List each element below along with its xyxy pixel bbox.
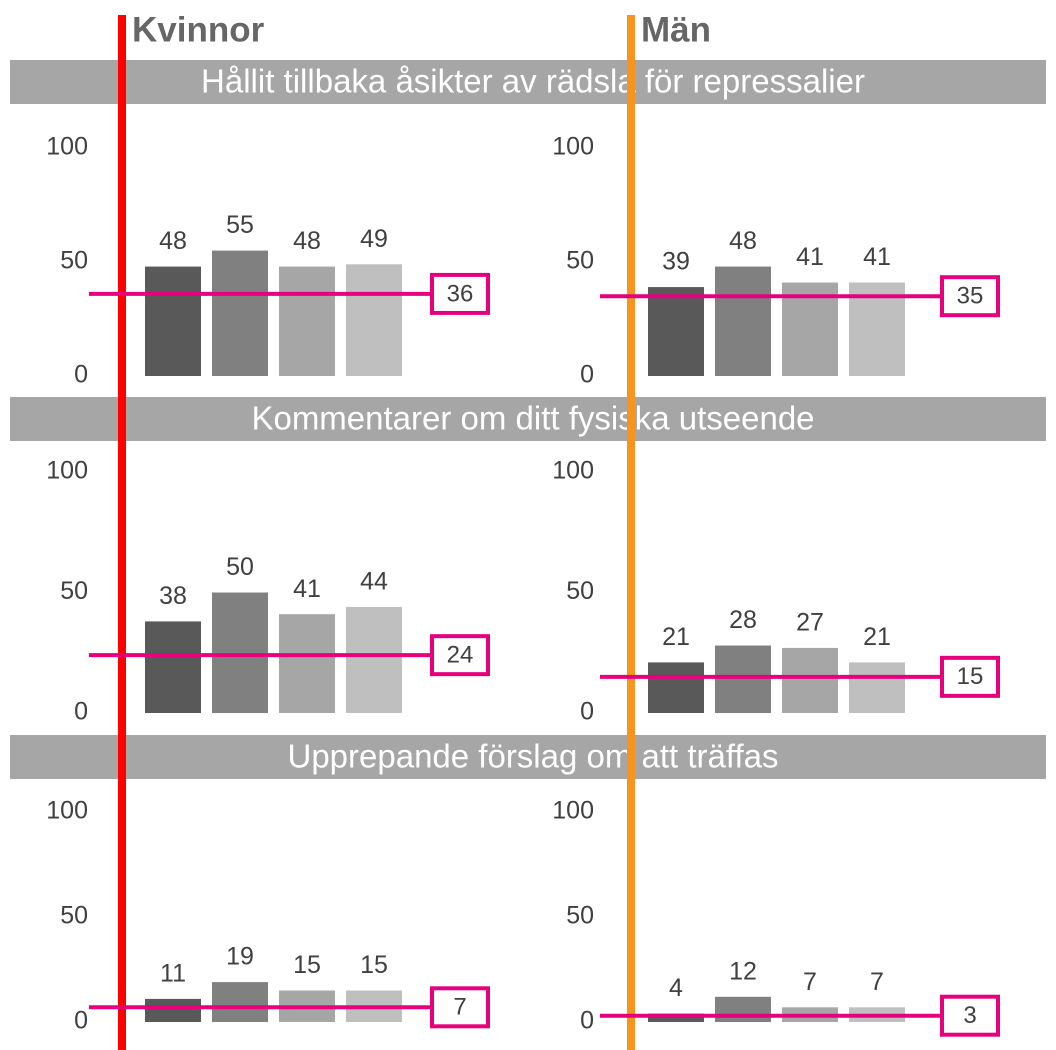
- value-label: 44: [360, 568, 388, 596]
- section-title: Upprepande förslag om att träffas: [287, 738, 778, 775]
- y-tick-label: 50: [60, 247, 88, 275]
- y-tick-label: 0: [580, 1007, 594, 1035]
- bar: [849, 662, 905, 713]
- column-header: Män: [641, 10, 711, 49]
- reference-box: [940, 275, 1000, 318]
- bar: [648, 1013, 704, 1022]
- section-band: [10, 735, 1046, 779]
- reference-box: [430, 986, 490, 1029]
- value-label: 49: [360, 225, 388, 253]
- reference-label: 36: [447, 280, 474, 307]
- y-tick-label: 0: [74, 698, 88, 726]
- y-tick-label: 100: [46, 797, 88, 825]
- reference-box: [430, 272, 490, 315]
- y-tick-label: 0: [580, 361, 594, 389]
- value-label: 15: [360, 951, 388, 979]
- value-label: 41: [863, 243, 891, 271]
- y-tick-label: 100: [552, 797, 594, 825]
- y-tick-label: 50: [566, 577, 594, 605]
- value-label: 48: [729, 227, 757, 255]
- value-label: 12: [729, 957, 757, 985]
- y-tick-label: 100: [46, 457, 88, 485]
- bar: [346, 264, 402, 376]
- reference-label: 3: [963, 1002, 976, 1029]
- value-label: 27: [796, 609, 824, 637]
- reference-label: 15: [957, 663, 984, 690]
- section-title: Hållit tillbaka åsikter av rädsla för re…: [201, 63, 865, 100]
- value-label: 38: [159, 582, 187, 610]
- section-band: [10, 397, 1046, 441]
- value-label: 21: [863, 623, 891, 651]
- bar: [648, 287, 704, 376]
- bar: [346, 606, 402, 713]
- bar: [715, 645, 771, 713]
- bar: [212, 250, 268, 376]
- bar: [782, 647, 838, 713]
- y-tick-label: 100: [552, 457, 594, 485]
- y-tick-label: 50: [60, 577, 88, 605]
- reference-box: [430, 634, 490, 677]
- y-tick-label: 100: [552, 133, 594, 161]
- y-tick-label: 0: [74, 1007, 88, 1035]
- section-title: Kommentarer om ditt fysiska utseende: [251, 400, 814, 437]
- column-header: Kvinnor: [132, 10, 265, 49]
- bar: [279, 614, 335, 713]
- value-label: 55: [226, 211, 254, 239]
- value-label: 7: [870, 968, 884, 996]
- y-tick-label: 0: [74, 361, 88, 389]
- bar: [145, 266, 201, 376]
- reference-label: 7: [453, 994, 466, 1021]
- bar: [212, 982, 268, 1022]
- section-band: [10, 60, 1046, 104]
- reference-box: [940, 994, 1000, 1037]
- bar: [212, 592, 268, 713]
- bar: [145, 998, 201, 1022]
- bar: [715, 266, 771, 376]
- y-tick-label: 50: [566, 247, 594, 275]
- reference-label: 35: [957, 283, 984, 310]
- reference-box: [940, 655, 1000, 698]
- value-label: 11: [160, 960, 186, 988]
- value-label: 7: [803, 968, 817, 996]
- value-label: 41: [796, 243, 824, 271]
- reference-label: 24: [447, 642, 474, 669]
- bar: [145, 621, 201, 713]
- bar: [715, 996, 771, 1022]
- bar: [648, 662, 704, 713]
- bar: [279, 266, 335, 376]
- y-tick-label: 50: [566, 902, 594, 930]
- value-label: 39: [662, 248, 690, 276]
- value-label: 4: [669, 974, 683, 1002]
- y-tick-label: 100: [46, 133, 88, 161]
- y-tick-label: 50: [60, 902, 88, 930]
- value-label: 15: [293, 951, 321, 979]
- value-label: 41: [293, 575, 321, 603]
- value-label: 48: [293, 227, 321, 255]
- y-tick-label: 0: [580, 698, 594, 726]
- value-label: 19: [226, 943, 254, 971]
- value-label: 21: [662, 623, 690, 651]
- value-label: 48: [159, 227, 187, 255]
- value-label: 50: [226, 553, 254, 581]
- value-label: 28: [729, 606, 757, 634]
